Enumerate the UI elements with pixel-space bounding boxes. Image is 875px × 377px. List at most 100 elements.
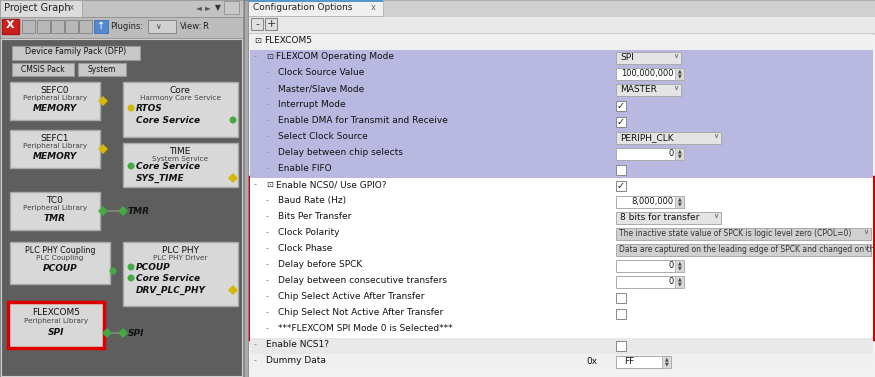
Polygon shape <box>98 206 108 216</box>
Text: PCOUP: PCOUP <box>43 264 77 273</box>
Bar <box>616 132 721 144</box>
Text: -: - <box>266 148 269 157</box>
Text: Master/Slave Mode: Master/Slave Mode <box>278 84 364 93</box>
Bar <box>123 82 238 137</box>
Text: -: - <box>266 244 269 253</box>
Bar <box>22 20 35 33</box>
Text: SYS_TIME: SYS_TIME <box>136 174 185 183</box>
Text: PLC Coupling: PLC Coupling <box>37 255 84 261</box>
Circle shape <box>128 162 135 170</box>
Circle shape <box>128 264 135 271</box>
Bar <box>2 40 241 375</box>
Text: -: - <box>266 68 269 77</box>
Text: Clock Source Value: Clock Source Value <box>278 68 364 77</box>
Bar <box>265 18 277 30</box>
Bar <box>79 20 92 33</box>
Text: PLC PHY Driver: PLC PHY Driver <box>153 255 207 261</box>
Bar <box>616 181 626 191</box>
Text: 0x: 0x <box>586 357 597 366</box>
Text: ⊡: ⊡ <box>266 180 273 189</box>
Text: ▲: ▲ <box>677 149 682 153</box>
Text: SPI: SPI <box>620 53 634 62</box>
Text: MASTER: MASTER <box>620 85 657 94</box>
Bar <box>123 242 238 306</box>
Text: Baud Rate (Hz): Baud Rate (Hz) <box>278 196 346 205</box>
Text: 0: 0 <box>668 149 674 158</box>
Text: ∨: ∨ <box>863 229 868 235</box>
Bar <box>616 165 626 175</box>
Bar <box>244 0 248 377</box>
Bar <box>616 341 626 351</box>
Bar <box>250 194 873 210</box>
Text: Core: Core <box>170 86 191 95</box>
Text: Data are captured on the leading edge of SPCK and changed on the following edge : Data are captured on the leading edge of… <box>619 245 875 254</box>
Text: Select Clock Source: Select Clock Source <box>278 132 368 141</box>
Text: ▲: ▲ <box>677 69 682 74</box>
Bar <box>0 17 243 38</box>
Text: ✓: ✓ <box>617 101 625 111</box>
Bar <box>51 20 64 33</box>
Text: Delay before SPCK: Delay before SPCK <box>278 260 362 269</box>
Text: Chip Select Not Active After Transfer: Chip Select Not Active After Transfer <box>278 308 444 317</box>
Bar <box>0 0 243 17</box>
Bar <box>123 143 238 187</box>
Text: ▼: ▼ <box>677 265 682 270</box>
Text: -: - <box>266 84 269 93</box>
Text: PERIPH_CLK: PERIPH_CLK <box>620 133 674 142</box>
Bar <box>0 0 82 17</box>
Text: Configuration Options: Configuration Options <box>253 3 353 12</box>
Polygon shape <box>102 328 112 338</box>
Text: -: - <box>254 52 257 61</box>
Text: RTOS: RTOS <box>136 104 163 113</box>
Bar <box>662 356 671 368</box>
Circle shape <box>109 268 116 274</box>
Text: Clock Polarity: Clock Polarity <box>278 228 340 237</box>
Text: Peripheral Library: Peripheral Library <box>24 318 88 324</box>
Bar <box>675 260 684 272</box>
Bar <box>616 356 671 368</box>
Text: -: - <box>266 276 269 285</box>
Text: PLC PHY Coupling: PLC PHY Coupling <box>24 246 95 255</box>
Text: -: - <box>254 340 257 349</box>
Text: ▲: ▲ <box>677 196 682 201</box>
Circle shape <box>128 274 135 282</box>
Text: +: + <box>266 19 276 29</box>
Text: -: - <box>266 212 269 221</box>
Polygon shape <box>118 206 128 216</box>
Bar <box>250 290 873 306</box>
Text: Device Family Pack (DFP): Device Family Pack (DFP) <box>25 48 127 57</box>
Text: ↑: ↑ <box>97 21 105 31</box>
Bar <box>250 114 873 130</box>
Bar <box>0 0 243 377</box>
Bar <box>8 302 104 348</box>
Text: ▲: ▲ <box>665 357 668 362</box>
Text: -: - <box>254 180 257 189</box>
Bar <box>251 18 263 30</box>
Text: Enable NCS0/ Use GPIO?: Enable NCS0/ Use GPIO? <box>276 180 387 189</box>
Bar <box>616 309 626 319</box>
Bar <box>224 1 239 14</box>
Bar <box>616 117 626 127</box>
Text: -: - <box>266 292 269 301</box>
Text: ▼: ▼ <box>677 73 682 78</box>
Polygon shape <box>98 96 108 106</box>
Text: ◄: ◄ <box>196 3 202 12</box>
Text: Harmony Core Service: Harmony Core Service <box>139 95 220 101</box>
Text: DRV_PLC_PHY: DRV_PLC_PHY <box>136 286 206 295</box>
Text: 8 bits for transfer: 8 bits for transfer <box>620 213 699 222</box>
Bar <box>616 212 721 224</box>
Text: Peripheral Library: Peripheral Library <box>23 143 88 149</box>
Bar <box>250 98 873 114</box>
Text: Interrupt Mode: Interrupt Mode <box>278 100 346 109</box>
Text: -: - <box>266 164 269 173</box>
Text: x: x <box>69 3 74 12</box>
Text: ▲: ▲ <box>677 276 682 282</box>
Text: TMR: TMR <box>128 207 150 216</box>
Text: ∨: ∨ <box>155 22 161 31</box>
Text: Delay between consecutive transfers: Delay between consecutive transfers <box>278 276 447 285</box>
Bar <box>37 20 50 33</box>
Bar <box>250 66 873 82</box>
Text: Plugins:: Plugins: <box>110 22 144 31</box>
Bar <box>248 16 875 34</box>
Bar <box>250 178 873 194</box>
